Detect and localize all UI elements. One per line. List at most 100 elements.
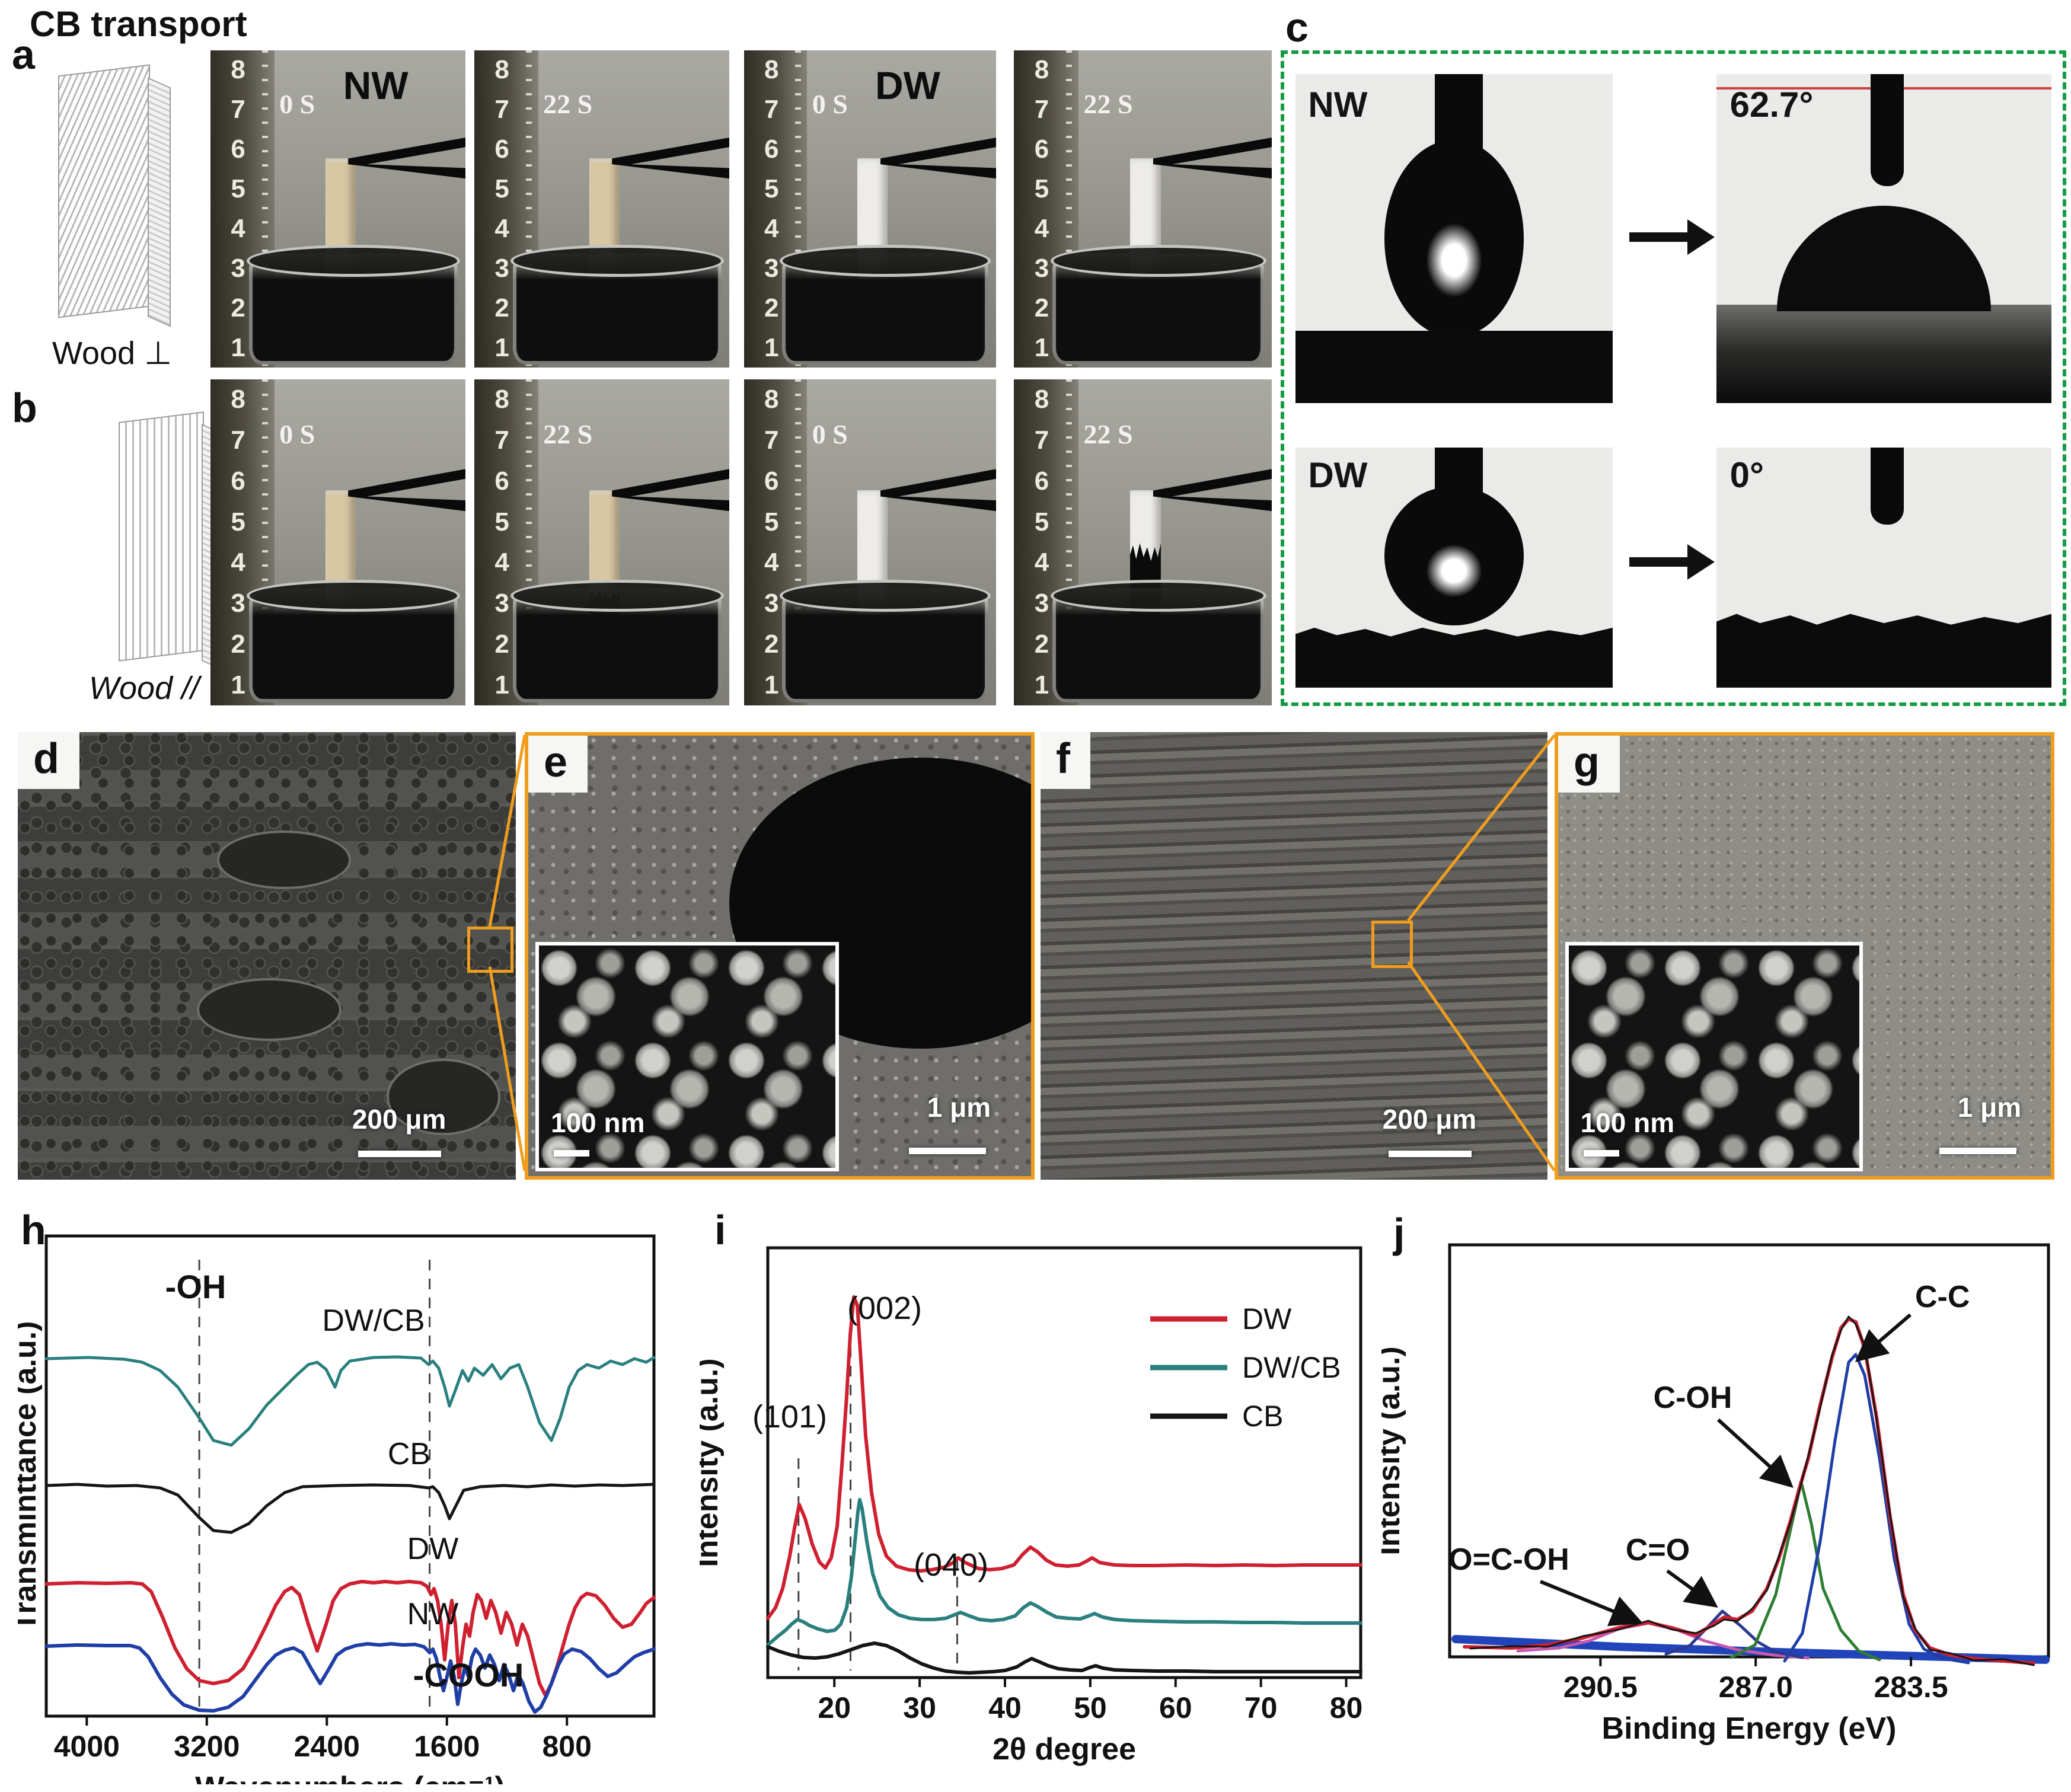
ink-beaker xyxy=(1050,580,1266,702)
j-xlabel: Binding Energy (eV) xyxy=(1602,1711,1897,1746)
wood-schematic-perpendicular xyxy=(33,56,193,329)
time-label: 0 S xyxy=(279,419,315,449)
ruler-number: 8 xyxy=(494,385,509,414)
tweezers-icon xyxy=(880,138,996,179)
ruler-number: 2 xyxy=(1034,629,1049,659)
ruler-number: 6 xyxy=(1034,135,1049,164)
substrate-band xyxy=(1716,304,2051,403)
ruler-number: 7 xyxy=(494,426,509,455)
i-plot-frame xyxy=(766,1246,1362,1679)
arrow-right-icon xyxy=(1629,544,1715,580)
ink-beaker xyxy=(1050,245,1266,365)
ink-beaker xyxy=(780,245,991,365)
h-series-CB xyxy=(44,1483,656,1534)
tweezers-icon xyxy=(612,138,729,179)
ruler-number: 4 xyxy=(494,213,509,243)
h-tick-label: 3200 xyxy=(174,1730,240,1763)
panel-letter-d: d xyxy=(18,732,79,789)
panel-letter-b: b xyxy=(12,385,37,431)
sem-panel-f: f 200 μm xyxy=(1041,732,1547,1180)
time-label: 22 S xyxy=(1083,89,1133,120)
j-ylabel: Intensity (a.u.) xyxy=(1381,1346,1406,1555)
inset-scalebar-e xyxy=(554,1150,589,1157)
tweezers-icon xyxy=(880,469,996,512)
sem-panel-e: e 100 nm 1 μm xyxy=(525,732,1035,1180)
ink-beaker xyxy=(510,245,724,365)
i-annotation-2: (040) xyxy=(914,1547,988,1583)
scalebar-e xyxy=(908,1147,986,1154)
i-annotation-1: (002) xyxy=(847,1291,922,1326)
panel-letter-e: e xyxy=(528,736,588,793)
ruler-number: 3 xyxy=(764,253,779,283)
ruler-number: 2 xyxy=(764,293,779,322)
substrate-band xyxy=(1295,627,1613,688)
sem-inset-e: 100 nm xyxy=(535,942,839,1171)
h-tick-label: 2400 xyxy=(294,1730,360,1763)
tweezers-icon xyxy=(348,469,465,512)
contact-sample-nw: NW xyxy=(1308,84,1368,124)
ruler-number: 6 xyxy=(764,135,779,164)
ruler-number: 3 xyxy=(494,253,509,283)
ruler-number: 6 xyxy=(231,466,245,496)
j-annotation-arrow-0 xyxy=(1539,1580,1644,1627)
contact-result-nw-image: 62.7° xyxy=(1716,74,2051,403)
zoom-region-box-f xyxy=(1371,921,1413,968)
time-label: 22 S xyxy=(543,89,593,120)
ruler-number: 4 xyxy=(231,548,245,577)
contact-angle-dw: 0° xyxy=(1729,455,1764,496)
inset-scalebar-label-g: 100 nm xyxy=(1580,1107,1675,1139)
ruler-number: 3 xyxy=(231,253,245,283)
h-annotation-5: -COOH xyxy=(413,1656,524,1694)
ruler-number: 1 xyxy=(1034,670,1049,699)
panel-letter-f: f xyxy=(1041,732,1090,789)
ruler-number: 5 xyxy=(764,507,779,536)
i-legend-label-DW/CB: DW/CB xyxy=(1242,1351,1341,1384)
time-label: 0 S xyxy=(812,419,848,449)
j-annotation-2: C-OH xyxy=(1654,1381,1732,1415)
ruler-number: 2 xyxy=(764,629,779,659)
substrate-band xyxy=(1716,614,2051,688)
ruler-number: 8 xyxy=(764,55,779,85)
ruler-number: 6 xyxy=(1034,466,1049,496)
ruler-strip: 8 7 6 5 4 3 2 1 xyxy=(210,50,275,368)
j-series-C-C xyxy=(1783,1353,1970,1665)
i-tick-label: 40 xyxy=(988,1691,1022,1724)
ruler-number: 7 xyxy=(231,426,245,455)
ruler-number: 4 xyxy=(764,548,779,577)
i-annotation-0: (101) xyxy=(752,1399,827,1435)
ruler-number: 3 xyxy=(1034,589,1049,618)
ink-beaker xyxy=(246,580,460,702)
j-series-baseline xyxy=(1451,1635,2050,1664)
h-annotation-0: -OH xyxy=(165,1268,226,1305)
ruler-number: 5 xyxy=(764,174,779,204)
photo-b-4: 8 7 6 5 4 3 2 1 22 S xyxy=(1014,379,1272,705)
contact-sample-dw: DW xyxy=(1308,455,1368,496)
ruler-number: 5 xyxy=(494,507,509,536)
wood-vessel xyxy=(197,978,342,1042)
h-tick-label: 4000 xyxy=(54,1730,120,1763)
j-annotation-arrow-3 xyxy=(1855,1313,1912,1362)
h-tick-label: 800 xyxy=(542,1730,591,1763)
i-series-DW/CB xyxy=(766,1498,1362,1647)
i-tick-label: 60 xyxy=(1159,1691,1192,1724)
ruler-number: 5 xyxy=(231,507,245,536)
photo-b-2: 8 7 6 5 4 3 2 1 22 S xyxy=(474,379,729,705)
ruler-number: 7 xyxy=(764,426,779,455)
photo-a-3: 8 7 6 5 4 3 2 1 DW 0 S xyxy=(744,50,996,368)
zoom-region-box-d xyxy=(467,927,513,973)
photo-b-1: 8 7 6 5 4 3 2 1 0 S xyxy=(210,379,465,705)
i-series-DW xyxy=(766,1295,1362,1620)
ruler-number: 2 xyxy=(231,293,245,322)
j-annotation-1: C=O xyxy=(1626,1533,1690,1567)
xps-chart: 290.5 287.0 283.5 Binding Energy (eV) Intens… xyxy=(1381,1243,2050,1746)
j-annotation-arrow-2 xyxy=(1716,1418,1794,1488)
ruler-number: 5 xyxy=(1034,174,1049,204)
figure-title: CB transport xyxy=(30,4,247,44)
panel-letter-h: h xyxy=(21,1207,46,1253)
j-series-data xyxy=(1469,1315,2035,1666)
ruler-number: 1 xyxy=(494,670,509,699)
sample-label-nw: NW xyxy=(343,63,409,108)
wood-label-perpendicular: Wood ⊥ xyxy=(52,336,173,371)
wood-vessel xyxy=(386,1059,501,1135)
i-legend-label-CB: CB xyxy=(1242,1400,1283,1433)
